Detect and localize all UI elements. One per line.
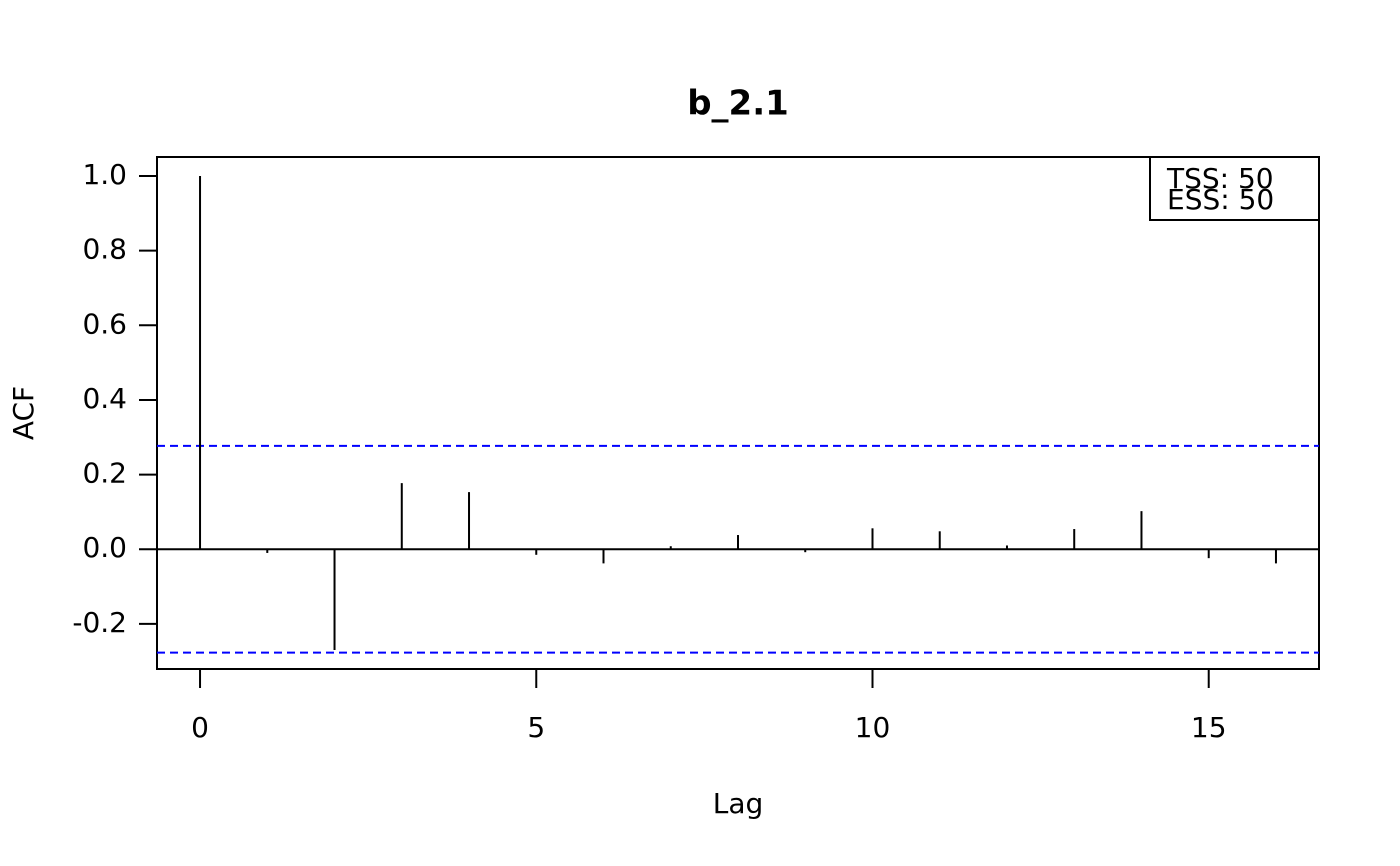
y-tick-label: 0.0 bbox=[82, 531, 127, 564]
y-tick-label: 0.4 bbox=[82, 382, 127, 415]
y-tick-label: 0.6 bbox=[82, 307, 127, 340]
x-tick-label: 5 bbox=[527, 711, 545, 744]
y-tick-label: 1.0 bbox=[82, 158, 127, 191]
y-tick-label: -0.2 bbox=[72, 606, 127, 639]
plot-frame bbox=[156, 156, 1320, 670]
legend-entry: ESS: 50 bbox=[1167, 183, 1274, 216]
legend-entry: TSS: 50 bbox=[1166, 162, 1274, 195]
x-tick-label: 0 bbox=[191, 711, 209, 744]
chart-title: b_2.1 bbox=[687, 84, 789, 124]
y-tick-label: 0.8 bbox=[82, 233, 127, 266]
y-axis-label: ACF bbox=[7, 386, 40, 440]
legend-box bbox=[1149, 156, 1320, 221]
x-axis-label: Lag bbox=[713, 787, 764, 820]
x-tick-label: 15 bbox=[1191, 711, 1227, 744]
y-tick-label: 0.2 bbox=[82, 457, 127, 490]
x-tick-label: 10 bbox=[855, 711, 891, 744]
